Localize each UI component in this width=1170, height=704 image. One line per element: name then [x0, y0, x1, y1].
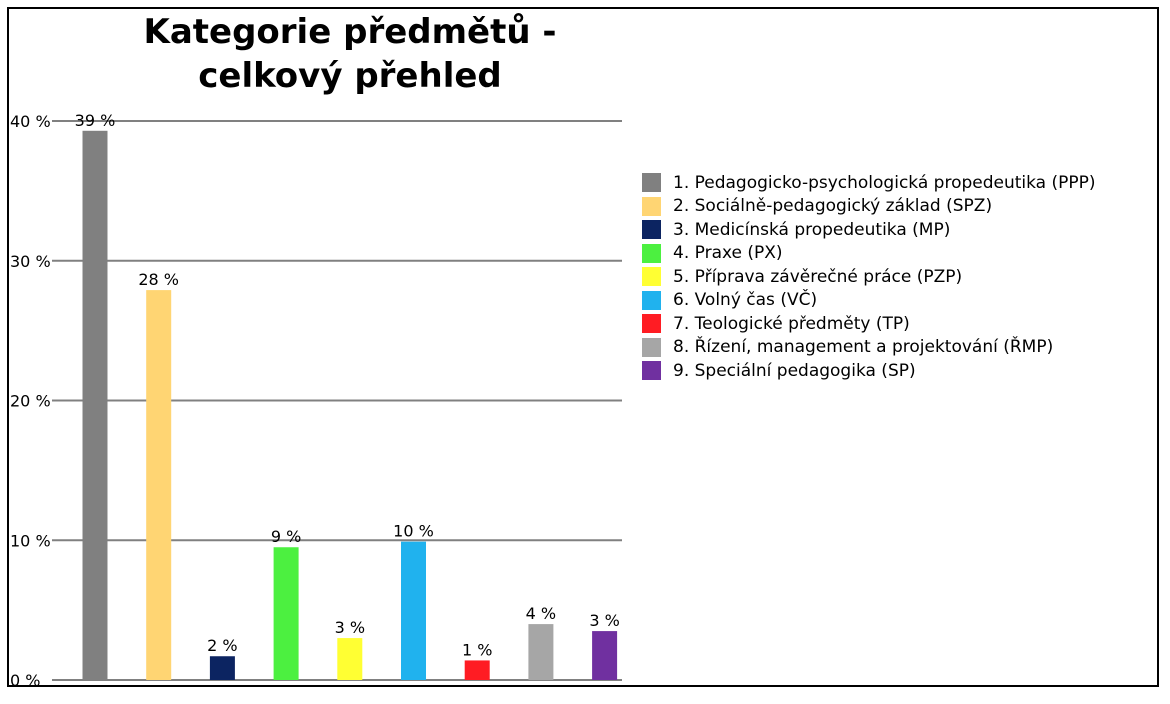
y-tick-label: 30 % [10, 252, 51, 271]
legend-label: 8. Řízení, management a projektování (ŘM… [673, 337, 1054, 358]
legend-swatch [642, 290, 661, 310]
legend-swatch [642, 196, 661, 216]
legend-swatch [642, 361, 661, 381]
bar [528, 624, 554, 680]
bar [209, 656, 235, 680]
legend-item: 3. Medicínská propedeutika (MP) [642, 218, 1096, 242]
y-tick-label: 20 % [10, 392, 51, 411]
bar-value-label: 4 % [526, 604, 556, 623]
bar [337, 638, 363, 680]
bar [464, 660, 490, 680]
bar-value-label: 39 % [75, 111, 116, 130]
legend-item: 9. Speciální pedagogika (SP) [642, 359, 1096, 383]
legend-item: 6. Volný čas (VČ) [642, 289, 1096, 313]
y-tick-label: 10 % [10, 531, 51, 550]
legend-swatch [642, 314, 661, 334]
legend-swatch [642, 337, 661, 357]
legend-item: 7. Teologické předměty (TP) [642, 312, 1096, 336]
legend-label: 2. Sociálně-pedagogický základ (SPZ) [673, 196, 993, 217]
legend-swatch [642, 173, 661, 193]
legend-swatch [642, 220, 661, 240]
legend-label: 3. Medicínská propedeutika (MP) [673, 219, 951, 240]
bar [401, 541, 426, 680]
bar [146, 290, 172, 680]
bar-value-label: 3 % [589, 611, 619, 630]
bar [82, 130, 108, 681]
legend-label: 7. Teologické předměty (TP) [673, 313, 910, 334]
legend-item: 2. Sociálně-pedagogický základ (SPZ) [642, 195, 1096, 219]
legend-item: 4. Praxe (PX) [642, 242, 1096, 266]
legend: 1. Pedagogicko-psychologická propedeutik… [642, 171, 1096, 383]
legend-swatch [642, 267, 661, 287]
y-axis-ticks: 0 % 10 % 20 % 30 % 40 % [10, 112, 51, 690]
legend-label: 5. Příprava závěrečné práce (PZP) [673, 266, 963, 287]
legend-label: 9. Speciální pedagogika (SP) [673, 360, 916, 381]
legend-item: 5. Příprava závěrečné práce (PZP) [642, 265, 1096, 289]
legend-label: 1. Pedagogicko-psychologická propedeutik… [673, 172, 1096, 193]
gridlines [52, 120, 622, 681]
bars [82, 130, 618, 681]
legend-item: 8. Řízení, management a projektování (ŘM… [642, 336, 1096, 360]
legend-label: 6. Volný čas (VČ) [673, 290, 818, 311]
bar-value-label: 10 % [393, 522, 434, 541]
bar [592, 631, 618, 680]
bar-value-label: 28 % [138, 270, 179, 289]
legend-label: 4. Praxe (PX) [673, 243, 783, 264]
legend-swatch [642, 243, 661, 263]
bar-value-label: 1 % [462, 640, 492, 659]
y-tick-label: 0 % [10, 671, 40, 690]
chart-title: Kategorie předmětů - celkový přehled [143, 12, 557, 96]
bar-value-label: 9 % [271, 527, 301, 546]
data-labels: 39 % 28 % 2 % 9 % 3 % 10 % 1 % 4 % 3 % [75, 111, 620, 660]
legend-item: 1. Pedagogicko-psychologická propedeutik… [642, 171, 1096, 195]
y-tick-label: 40 % [10, 112, 51, 131]
bar-value-label: 2 % [207, 636, 237, 655]
bar-value-label: 3 % [335, 618, 365, 637]
bar [273, 547, 299, 680]
